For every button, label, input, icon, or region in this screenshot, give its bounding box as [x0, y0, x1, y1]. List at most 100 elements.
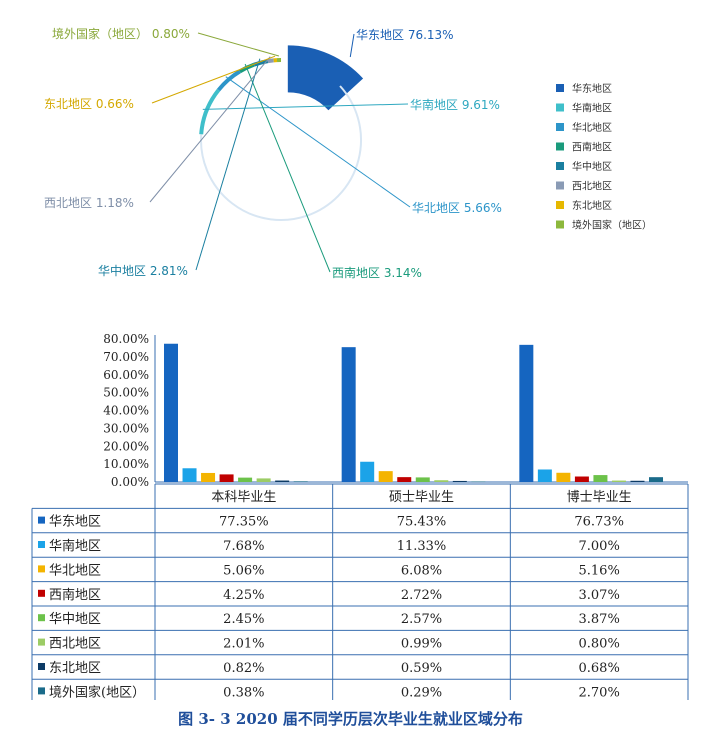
- legend-label-6: 东北地区: [572, 199, 612, 212]
- pie-slice-5: [267, 58, 274, 64]
- bar-1-3: [397, 477, 412, 482]
- table-series-name-1: 华南地区: [49, 538, 101, 554]
- bar-1-6: [452, 480, 467, 482]
- bar-1-4: [415, 477, 430, 482]
- table-cell-7-0: 0.38%: [223, 685, 264, 700]
- legend-swatch-1: [556, 103, 564, 112]
- table-cell-3-0: 4.25%: [223, 588, 264, 603]
- table-cell-6-1: 0.59%: [401, 661, 442, 676]
- table-series-name-0: 华东地区: [49, 515, 101, 530]
- bar-1-5: [434, 480, 449, 482]
- bar-2-2: [556, 472, 571, 482]
- table-cell-1-0: 7.68%: [223, 539, 264, 554]
- bar-0-7: [293, 481, 308, 482]
- y-tick-6: 60.00%: [103, 368, 149, 382]
- bar-2-0: [519, 344, 534, 482]
- table-cell-6-0: 0.82%: [223, 661, 264, 676]
- table-series-name-7: 境外国家(地区）: [49, 684, 145, 700]
- legend-swatch-2: [556, 123, 564, 131]
- legend-swatch-7: [556, 220, 564, 229]
- bar-2-7: [649, 477, 664, 482]
- leader-line-5: [149, 56, 271, 203]
- table-swatch-5: [38, 638, 45, 646]
- table-swatch-0: [38, 516, 45, 524]
- table-cell-1-2: 7.00%: [579, 539, 620, 554]
- table-cell-7-2: 2.70%: [579, 685, 620, 700]
- leader-line-4: [195, 58, 261, 271]
- bar-1-1: [360, 461, 375, 482]
- bar-1-7: [471, 481, 486, 483]
- leader-line-0: [349, 33, 355, 58]
- table-cell-5-1: 0.99%: [401, 637, 442, 652]
- y-tick-1: 10.00%: [103, 457, 149, 471]
- y-tick-7: 70.00%: [103, 350, 149, 364]
- ring-chart: 华东地区 76.13% 华南地区 9.61% 华北地区 5.66% 西南地区 3.14…: [44, 26, 652, 280]
- table-cell-0-1: 75.43%: [397, 515, 447, 530]
- table-cell-3-2: 3.07%: [579, 588, 620, 603]
- y-tick-8: 80.00%: [103, 332, 149, 346]
- pie-label-6: 东北地区 0.66%: [44, 97, 134, 111]
- leader-line-2: [225, 76, 411, 208]
- leader-line-7: [197, 32, 280, 57]
- pie-label-2: 华北地区 5.66%: [412, 201, 502, 215]
- bar-0-2: [201, 472, 216, 482]
- y-tick-0: 0.00%: [111, 475, 149, 489]
- pie-label-1: 华南地区 9.61%: [410, 97, 500, 112]
- y-tick-2: 20.00%: [103, 439, 149, 453]
- table-cell-1-1: 11.33%: [397, 539, 447, 554]
- pie-slice-1: [199, 88, 221, 135]
- legend-label-2: 华北地区: [572, 121, 612, 134]
- bar-2-5: [611, 480, 626, 482]
- legend-swatch-5: [556, 181, 564, 190]
- legend-label-0: 华东地区: [572, 82, 612, 95]
- legend-label-3: 西南地区: [572, 141, 612, 154]
- bar-0-6: [275, 480, 290, 482]
- table-swatch-7: [38, 687, 45, 695]
- table-cell-2-2: 5.16%: [579, 563, 620, 578]
- table-swatch-4: [38, 614, 45, 622]
- x-category-2: 博士毕业生: [567, 490, 632, 505]
- table-cell-6-2: 0.68%: [579, 661, 620, 676]
- bar-1-2: [378, 471, 393, 482]
- bar-0-4: [238, 477, 253, 482]
- legend-label-5: 西北地区: [572, 180, 612, 193]
- legend-label-1: 华南地区: [572, 102, 612, 115]
- legend-swatch-0: [556, 84, 564, 92]
- legend-swatch-6: [556, 201, 564, 209]
- legend-label-7: 境外国家（地区）: [572, 219, 652, 232]
- pie-label-7: 境外国家（地区） 0.80%: [52, 26, 190, 41]
- table-series-name-6: 东北地区: [49, 661, 101, 676]
- table-cell-5-0: 2.01%: [223, 637, 264, 652]
- y-tick-4: 40.00%: [103, 404, 149, 418]
- bar-2-1: [537, 469, 552, 482]
- table-series-name-3: 西南地区: [49, 587, 101, 603]
- bar-chart-with-table: 0.00% 10.00% 20.00% 30.00% 40.00% 50.00% 60.00…: [31, 332, 689, 700]
- table-cell-4-0: 2.45%: [223, 612, 264, 627]
- table-cell-4-2: 3.87%: [579, 612, 620, 627]
- bar-1-0: [341, 347, 356, 482]
- pie-label-4: 华中地区 2.81%: [98, 263, 188, 278]
- bar-0-0: [164, 343, 178, 482]
- y-tick-5: 50.00%: [103, 386, 149, 400]
- pie-slice-2: [217, 69, 241, 92]
- table-cell-3-1: 2.72%: [401, 588, 442, 603]
- bar-0-5: [256, 478, 271, 482]
- table-cell-0-0: 77.35%: [219, 515, 269, 530]
- leader-line-1: [202, 103, 409, 110]
- table-cell-5-2: 0.80%: [579, 637, 620, 652]
- bar-2-3: [574, 476, 589, 482]
- pie-label-0: 华东地区 76.13%: [356, 28, 454, 42]
- table-cell-4-1: 2.57%: [401, 612, 442, 627]
- bar-2-6: [630, 480, 645, 482]
- table-series-name-4: 华中地区: [49, 612, 101, 627]
- y-tick-3: 30.00%: [103, 421, 149, 435]
- table-cell-0-2: 76.73%: [574, 515, 624, 530]
- pie-slice-huadong: [287, 45, 364, 111]
- legend-swatch-4: [556, 162, 564, 170]
- table-cell-2-0: 5.06%: [223, 563, 264, 578]
- table-series-name-5: 西北地区: [49, 637, 101, 652]
- bar-2-4: [593, 475, 608, 482]
- pie-label-3: 西南地区 3.14%: [332, 265, 422, 280]
- x-category-1: 硕士毕业生: [389, 490, 454, 505]
- bar-0-3: [219, 474, 234, 482]
